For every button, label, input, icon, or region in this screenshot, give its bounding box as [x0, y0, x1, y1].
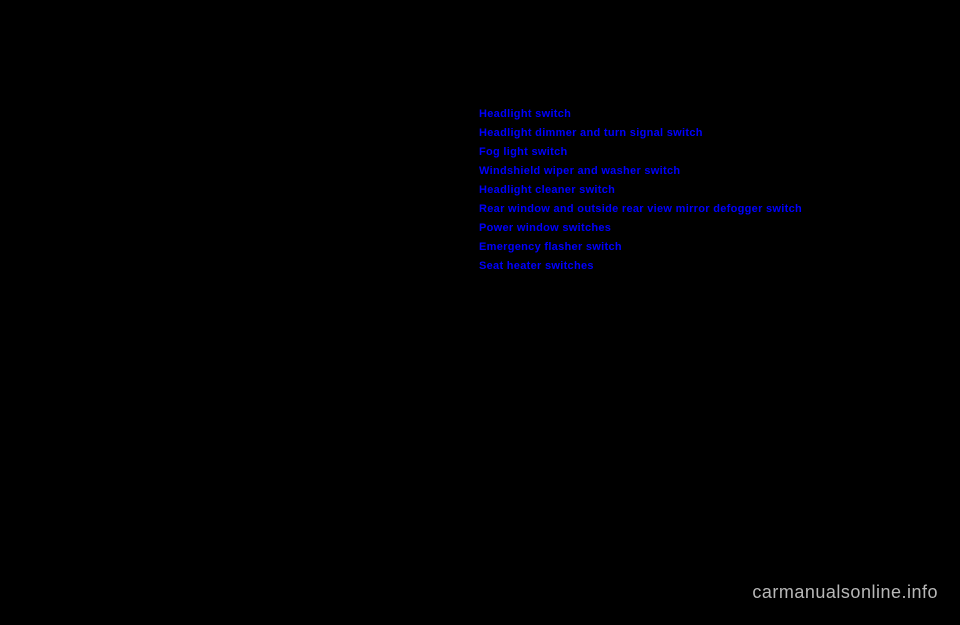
toc-link-seat-heater[interactable]: Seat heater switches: [479, 260, 594, 272]
toc-item: Windshield wiper and washer switch: [479, 165, 802, 177]
toc-link-headlight-switch[interactable]: Headlight switch: [479, 108, 571, 120]
toc-item: Emergency flasher switch: [479, 241, 802, 253]
toc-item: Power window switches: [479, 222, 802, 234]
toc-link-power-window[interactable]: Power window switches: [479, 222, 611, 234]
toc-link-rear-window-defogger[interactable]: Rear window and outside rear view mirror…: [479, 203, 802, 215]
watermark-text: carmanualsonline.info: [752, 582, 938, 603]
toc-item: Headlight cleaner switch: [479, 184, 802, 196]
toc-link-headlight-dimmer[interactable]: Headlight dimmer and turn signal switch: [479, 127, 703, 139]
table-of-contents: Headlight switch Headlight dimmer and tu…: [479, 108, 802, 279]
toc-item: Fog light switch: [479, 146, 802, 158]
toc-item: Seat heater switches: [479, 260, 802, 272]
toc-link-fog-light[interactable]: Fog light switch: [479, 146, 568, 158]
toc-link-windshield-wiper[interactable]: Windshield wiper and washer switch: [479, 165, 680, 177]
toc-item: Headlight switch: [479, 108, 802, 120]
toc-item: Rear window and outside rear view mirror…: [479, 203, 802, 215]
toc-link-emergency-flasher[interactable]: Emergency flasher switch: [479, 241, 622, 253]
toc-item: Headlight dimmer and turn signal switch: [479, 127, 802, 139]
toc-link-headlight-cleaner[interactable]: Headlight cleaner switch: [479, 184, 615, 196]
